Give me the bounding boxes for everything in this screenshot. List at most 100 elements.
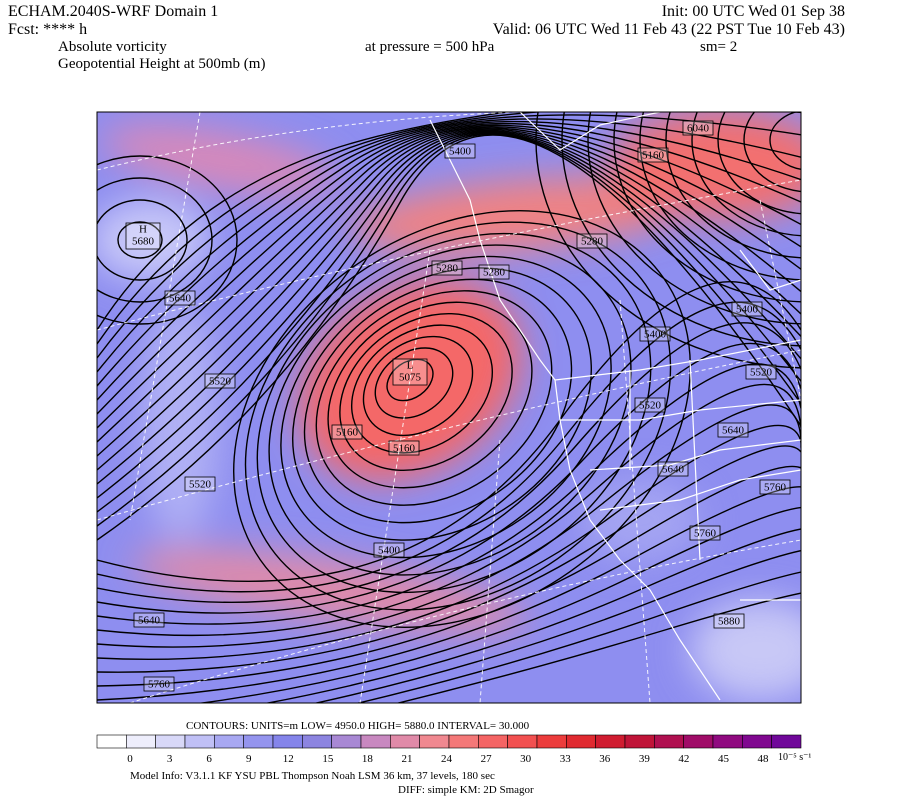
map-area: 6040 5160 5400 5640 5280 5280 5280 5400 5400 5520… (97, 112, 801, 703)
low-symbol: L (407, 360, 414, 372)
init-time: Init: 00 UTC Wed 01 Sep 38 (662, 3, 845, 20)
colorbar-tick-label: 27 (481, 753, 493, 765)
colorbar-swatch (419, 734, 450, 749)
contour-line (97, 112, 514, 331)
label-box (204, 373, 236, 389)
contour-line (97, 134, 801, 541)
contour-label: 5760 (694, 528, 717, 540)
colorbar-tick-label: 33 (560, 753, 572, 765)
contour-line (97, 124, 801, 415)
colorbar-swatch (771, 734, 802, 749)
label-box (184, 476, 216, 492)
contour-line (691, 112, 801, 237)
contour-field: Geopotential Height at 500mb (m) (58, 56, 265, 72)
colorbar-swatch (448, 734, 479, 749)
contour-line (97, 122, 801, 401)
colorbar-tick-label: 0 (127, 753, 133, 765)
colorbar-tick-label: 12 (283, 753, 294, 765)
colorbar-swatch (126, 734, 156, 749)
contour-label: 5280 (436, 263, 459, 275)
label-box (125, 222, 161, 250)
colorbar-tick-label: 45 (718, 753, 730, 765)
contour-line (350, 324, 494, 454)
colorbar-tick-label: 36 (599, 753, 611, 765)
map-frame (96, 111, 802, 704)
contour-line (268, 244, 632, 576)
label-box (373, 542, 405, 558)
contour-line (327, 301, 533, 489)
contour-line (97, 130, 801, 485)
label-box (713, 613, 745, 629)
contour-line (769, 112, 801, 170)
contour-line (97, 112, 801, 345)
label-box (478, 264, 510, 280)
contour-label: 5280 (581, 236, 604, 248)
colorbar-tick-label: 48 (758, 753, 770, 765)
contour-line (244, 221, 672, 611)
colorbar-swatch (302, 734, 332, 749)
contour-line (97, 114, 801, 359)
contour-line (97, 342, 801, 614)
contour-line (362, 335, 474, 437)
contour-line (97, 120, 801, 387)
label-box (657, 461, 689, 477)
colorbar-tick-label: 9 (246, 753, 252, 765)
contour-label: 5520 (639, 400, 662, 412)
colorbar-tick-label: 30 (520, 753, 532, 765)
label-box (576, 233, 608, 249)
label-box (682, 120, 714, 136)
colorbar-swatch (683, 734, 714, 749)
colorbar-swatch (507, 734, 538, 749)
label-box (431, 260, 463, 276)
contour-line (97, 383, 801, 637)
contour-label: 5640 (722, 425, 745, 437)
low-value: 5075 (399, 372, 422, 384)
contour-line (97, 465, 801, 687)
graticule (97, 112, 801, 703)
label-box (731, 301, 763, 317)
colorbar-tick-label: 24 (441, 753, 453, 765)
contour-label: 5880 (718, 616, 741, 628)
contour-line (639, 112, 801, 281)
contour-line (97, 155, 238, 325)
contour-label: 5400 (644, 329, 667, 341)
contour-label: 5520 (189, 479, 212, 491)
field-name: Absolute vorticity (58, 39, 167, 55)
contour-line (313, 549, 801, 703)
model-info: Model Info: V3.1.1 KF YSU PBL Thompson N… (130, 770, 495, 782)
colorbar-tick-label: 6 (206, 753, 212, 765)
model-title: ECHAM.2040S-WRF Domain 1 (8, 3, 218, 20)
contour-line (97, 133, 801, 527)
contour-line (97, 118, 801, 373)
label-box (392, 358, 428, 386)
contour-label: 5640 (662, 464, 685, 476)
contour-label: 5160 (642, 150, 665, 162)
label-box (689, 525, 721, 541)
contour-label: 5160 (336, 427, 359, 439)
colorbar-swatch (654, 734, 684, 749)
forecast-hour: Fcst: **** h (8, 21, 87, 38)
contour-line (587, 112, 801, 325)
colorbar-swatch (742, 734, 772, 749)
label-box (759, 479, 791, 495)
contour-label: 5400 (449, 146, 472, 158)
contour-line (339, 312, 513, 472)
model-diff: DIFF: simple KM: 2D Smagor (398, 784, 534, 796)
contour-line (264, 528, 801, 703)
label-box (164, 290, 196, 306)
coastlines (429, 112, 801, 701)
contour-line (743, 112, 801, 193)
colorbar-tick-label: 21 (401, 753, 412, 765)
colorbar-swatch (243, 734, 274, 749)
contour-line (196, 507, 801, 703)
contour-line (280, 255, 612, 559)
colorbar-swatch (595, 734, 626, 749)
colorbar-swatch (331, 734, 362, 749)
contour-label: 6040 (687, 123, 710, 135)
contour-label: 5400 (736, 304, 759, 316)
contour-line (97, 132, 801, 513)
contour-line (97, 281, 801, 582)
pressure-level: at pressure = 500 hPa (365, 39, 495, 55)
colorbar-swatch (214, 734, 244, 749)
